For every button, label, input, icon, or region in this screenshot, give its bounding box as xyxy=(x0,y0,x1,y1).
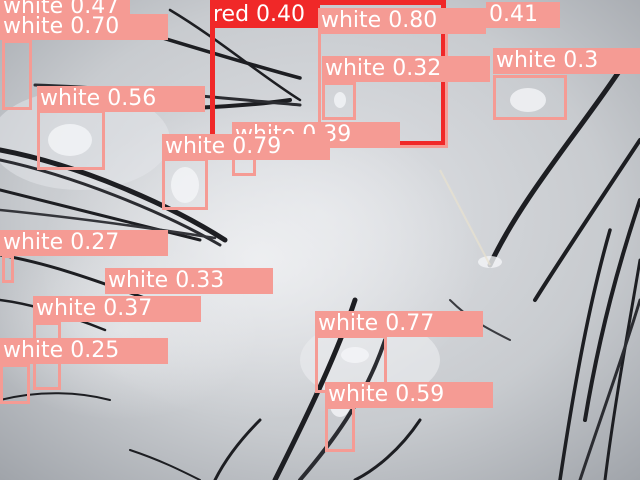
detection-label: white 0.80 xyxy=(318,8,486,34)
detection-label: 0.41 xyxy=(486,2,560,28)
hair-strands xyxy=(0,8,640,480)
detection-label: white 0.56 xyxy=(37,86,205,112)
detection-label: white 0.70 xyxy=(0,14,168,40)
detection-label: white 0.32 xyxy=(322,56,490,82)
detection-box xyxy=(325,406,355,452)
detection-box xyxy=(0,364,30,404)
skin-flakes xyxy=(48,88,546,417)
detection-label: white 0.25 xyxy=(0,338,168,364)
detection-label: white 0.79 xyxy=(162,134,330,160)
detection-box xyxy=(37,110,105,170)
detection-label: white 0.3 xyxy=(493,48,640,74)
detection-box xyxy=(2,255,14,283)
detection-box xyxy=(493,75,567,120)
detection-label: white 0.27 xyxy=(0,230,168,256)
detection-label: white 0.59 xyxy=(325,382,493,408)
detection-label: white 0.77 xyxy=(315,311,483,337)
detection-box xyxy=(162,158,208,210)
detection-box xyxy=(322,82,356,120)
detection-label: white 0.37 xyxy=(33,296,201,322)
detection-label: red 0.40 xyxy=(210,2,320,28)
detection-label: white 0.33 xyxy=(105,268,273,294)
detection-box xyxy=(2,40,32,110)
